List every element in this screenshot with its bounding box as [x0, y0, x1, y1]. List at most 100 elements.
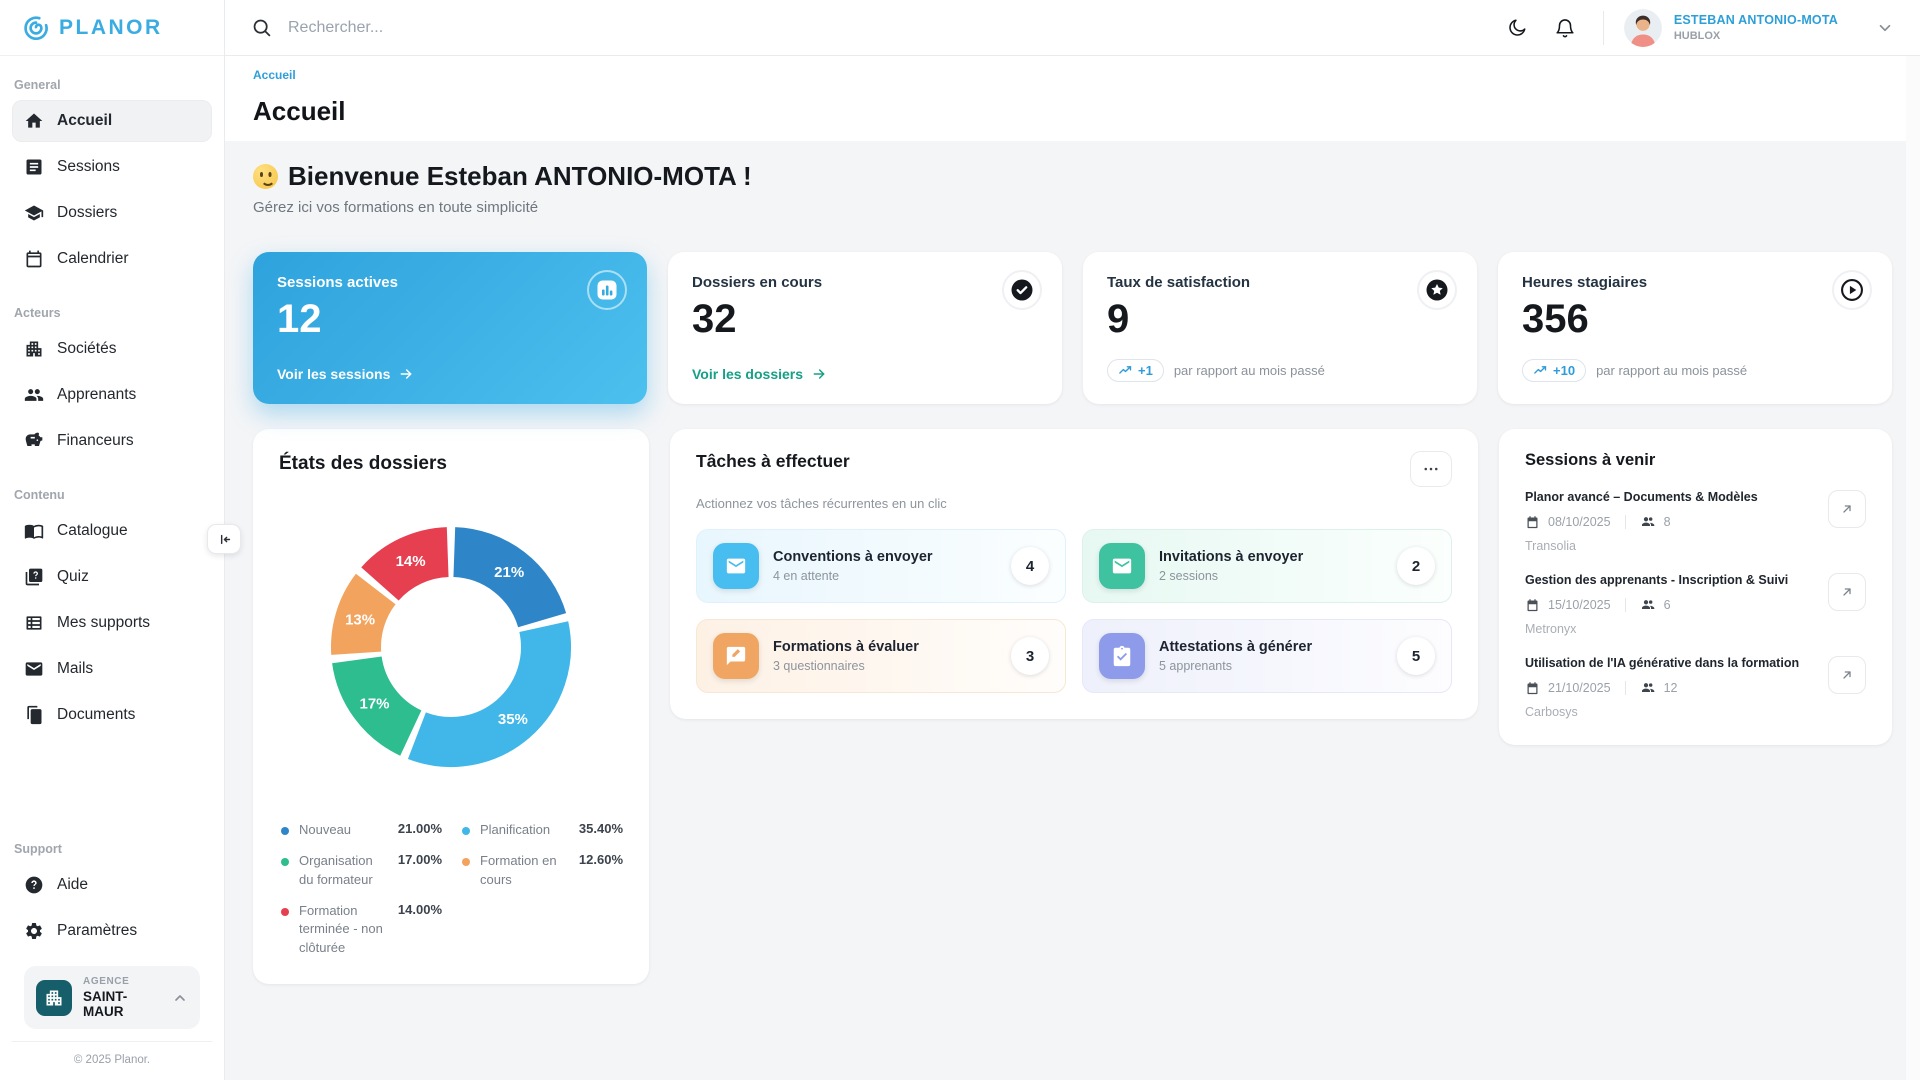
- breadcrumb[interactable]: Accueil: [253, 68, 296, 82]
- delta-value: +10: [1553, 363, 1576, 378]
- sidebar-item-calendrier[interactable]: Calendrier: [12, 238, 212, 280]
- sidebar-item-label: Dossiers: [57, 204, 118, 221]
- delta-badge: +10: [1522, 359, 1587, 382]
- sidebar-item-label: Sociétés: [57, 340, 117, 357]
- sidebar-item-aide[interactable]: Aide: [12, 864, 212, 906]
- dark-mode-toggle[interactable]: [1499, 10, 1535, 46]
- planor-spiral-icon: [22, 14, 50, 42]
- chevron-up-icon: [172, 990, 188, 1006]
- stat-delta-row: +1 par rapport au mois passé: [1107, 359, 1453, 382]
- session-attendees: 12: [1663, 681, 1678, 695]
- stat-title: Dossiers en cours: [692, 274, 823, 291]
- sidebar-item-accueil[interactable]: Accueil: [12, 100, 212, 142]
- sidebar-item-mails[interactable]: Mails: [12, 648, 212, 690]
- legend-item: Organisation du formateur 17.00%: [279, 852, 442, 890]
- donut-slice-label: 13%: [345, 611, 375, 628]
- arrow-up-right-icon: [1843, 505, 1851, 513]
- nav-section-contenu: Contenu: [14, 488, 65, 502]
- legend-dot: [281, 907, 289, 916]
- session-title: Gestion des apprenants - Inscription & S…: [1525, 573, 1789, 587]
- task-count-badge: 4: [1011, 547, 1049, 585]
- sidebar-item-parametres[interactable]: Paramètres: [12, 910, 212, 952]
- session-attendees: 6: [1663, 598, 1671, 612]
- agency-name: SAINT-MAUR: [83, 989, 128, 1019]
- scrollbar-track[interactable]: [1906, 56, 1920, 1080]
- notifications-button[interactable]: [1547, 10, 1583, 46]
- open-session-button[interactable]: [1828, 573, 1866, 611]
- people-icon: [1641, 600, 1654, 609]
- legend-label: Formation en cours: [480, 852, 557, 887]
- voir-les-dossiers-link[interactable]: Voir les dossiers: [692, 366, 1038, 382]
- sidebar-item-quiz[interactable]: Quiz: [12, 556, 212, 598]
- welcome-title: Bienvenue Esteban ANTONIO-MOTA !: [288, 161, 752, 191]
- quiz-icon: [24, 567, 44, 587]
- upcoming-sessions-title: Sessions à venir: [1525, 451, 1656, 469]
- topbar-actions: ESTEBAN ANTONIO-MOTA HUBLOX: [1499, 8, 1894, 47]
- voir-les-sessions-link[interactable]: Voir les sessions: [277, 366, 623, 382]
- sidebar-item-apprenants[interactable]: Apprenants: [12, 374, 212, 416]
- help-icon: [24, 875, 44, 895]
- task-invitations[interactable]: Invitations à envoyer 2 sessions 2: [1082, 529, 1452, 603]
- sidebar-item-sessions[interactable]: Sessions: [12, 146, 212, 188]
- legend-label: Nouveau: [299, 822, 352, 837]
- rate-review-icon: [713, 633, 759, 679]
- sidebar-item-dossiers[interactable]: Dossiers: [12, 192, 212, 234]
- donut-chart: 21% 35% 17% 13% 14%: [331, 527, 571, 767]
- sidebar-item-documents[interactable]: Documents: [12, 694, 212, 736]
- donut-slice: [331, 573, 397, 655]
- sidebar-item-mes-supports[interactable]: Mes supports: [12, 602, 212, 644]
- task-formations-evaluer[interactable]: Formations à évaluer 3 questionnaires 3: [696, 619, 1066, 693]
- tasks-subtitle: Actionnez vos tâches récurrentes en un c…: [696, 496, 947, 511]
- stat-card-heures-stagiaires: Heures stagiaires 356 +10 par rapport au…: [1498, 252, 1892, 404]
- sidebar-item-label: Quiz: [57, 568, 89, 585]
- session-title: Planor avancé – Documents & Modèles: [1525, 490, 1758, 504]
- agency-switcher[interactable]: AGENCE SAINT-MAUR: [24, 966, 200, 1029]
- sidebar-item-label: Mails: [57, 660, 94, 677]
- sidebar-item-societes[interactable]: Sociétés: [12, 328, 212, 370]
- task-conventions[interactable]: Conventions à envoyer 4 en attente 4: [696, 529, 1066, 603]
- stat-delta-row: +10 par rapport au mois passé: [1522, 359, 1868, 382]
- nav-spacer: [12, 740, 212, 820]
- calendar-icon: [24, 249, 44, 269]
- sidebar-item-label: Aide: [57, 876, 89, 893]
- page-header: Accueil Accueil: [225, 56, 1920, 141]
- task-tiles: Conventions à envoyer 4 en attente 4 Inv…: [696, 529, 1452, 693]
- documents-icon: [24, 705, 44, 725]
- check-circle-icon: [1002, 270, 1042, 310]
- trending-up-icon: [1534, 366, 1547, 374]
- legend-label: Organisation du formateur: [299, 852, 373, 887]
- nav-section-acteurs: Acteurs: [14, 306, 61, 320]
- brand-logo[interactable]: PLANOR: [0, 0, 224, 56]
- stat-value: 12: [277, 297, 322, 341]
- topbar-divider: [1602, 10, 1604, 45]
- legend-item: Formation terminée - non clôturée 14.00%: [279, 902, 442, 959]
- stat-card-dossiers-en-cours: Dossiers en cours 32 Voir les dossiers: [668, 252, 1062, 404]
- bar-chart-icon: [587, 270, 627, 310]
- tasks-more-button[interactable]: [1410, 451, 1452, 487]
- arrow-up-right-icon: [1843, 671, 1851, 679]
- session-title: Utilisation de l'IA générative dans la f…: [1525, 656, 1800, 670]
- search-input[interactable]: [288, 18, 708, 37]
- user-menu[interactable]: ESTEBAN ANTONIO-MOTA HUBLOX: [1623, 8, 1894, 47]
- sidebar-item-label: Apprenants: [57, 386, 137, 403]
- sidebar-item-catalogue[interactable]: Catalogue: [12, 510, 212, 552]
- donut-slice: [452, 527, 567, 629]
- sidebar-nav: General Accueil Sessions Dossiers Calend…: [0, 56, 224, 1080]
- sidebar-collapse-button[interactable]: [207, 524, 241, 554]
- task-title: Conventions à envoyer: [773, 549, 933, 565]
- open-session-button[interactable]: [1828, 490, 1866, 528]
- session-date: 21/10/2025: [1548, 681, 1611, 695]
- task-subtitle: 3 questionnaires: [773, 659, 865, 673]
- nav-section-general: General: [14, 78, 61, 92]
- task-attestations[interactable]: Attestations à générer 5 apprenants 5: [1082, 619, 1452, 693]
- book-icon: [24, 521, 44, 541]
- legend-value: 12.60%: [578, 851, 623, 867]
- sidebar-item-label: Documents: [57, 706, 136, 723]
- agency-kicker: AGENCE: [83, 976, 130, 987]
- mail-icon: [1099, 543, 1145, 589]
- open-session-button[interactable]: [1828, 656, 1866, 694]
- sidebar-item-financeurs[interactable]: Financeurs: [12, 420, 212, 462]
- session-item: Gestion des apprenants - Inscription & S…: [1525, 573, 1866, 636]
- calendar-icon: [1527, 598, 1538, 611]
- trending-up-icon: [1119, 366, 1132, 374]
